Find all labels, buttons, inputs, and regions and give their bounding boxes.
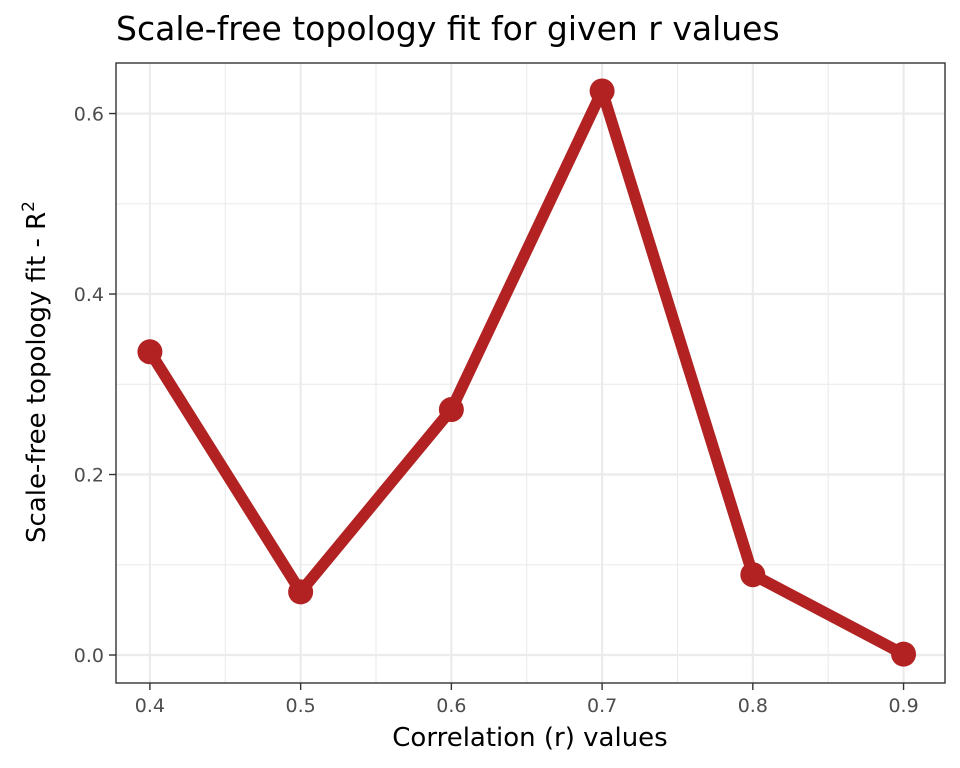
minor-gridlines-y	[116, 203, 945, 566]
y-axis-ticks: 0.0 0.2 0.4 0.6	[74, 104, 116, 667]
data-point	[438, 397, 464, 423]
x-tick-label: 0.6	[436, 695, 466, 717]
data-point	[288, 579, 314, 605]
y-axis-title-main: Scale-free topology fit - R	[22, 212, 52, 543]
y-axis-title: Scale-free topology fit - R2	[19, 201, 52, 543]
series-line	[145, 85, 907, 660]
data-point	[891, 641, 917, 667]
y-tick-label: 0.4	[74, 284, 104, 306]
data-point	[137, 339, 163, 365]
x-axis-ticks: 0.4 0.5 0.6 0.7 0.8 0.9	[135, 683, 919, 717]
y-tick-label: 0.0	[74, 645, 104, 667]
y-axis-title-superscript: 2	[19, 201, 39, 212]
major-gridlines-y	[116, 112, 945, 657]
x-tick-label: 0.7	[587, 695, 617, 717]
data-point	[740, 562, 766, 588]
x-axis-title: Correlation (r) values	[392, 723, 667, 753]
x-tick-label: 0.4	[135, 695, 165, 717]
x-tick-label: 0.5	[286, 695, 316, 717]
data-point	[589, 78, 615, 104]
y-tick-label: 0.2	[74, 465, 104, 487]
y-tick-label: 0.6	[74, 104, 104, 126]
minor-gridlines-x	[224, 63, 829, 683]
panel-border	[115, 62, 946, 684]
x-tick-label: 0.8	[738, 695, 768, 717]
x-tick-label: 0.9	[888, 695, 918, 717]
plot-panel	[115, 62, 946, 684]
series-r-squared	[137, 78, 917, 667]
chart-title: Scale-free topology fit for given r valu…	[116, 9, 780, 48]
